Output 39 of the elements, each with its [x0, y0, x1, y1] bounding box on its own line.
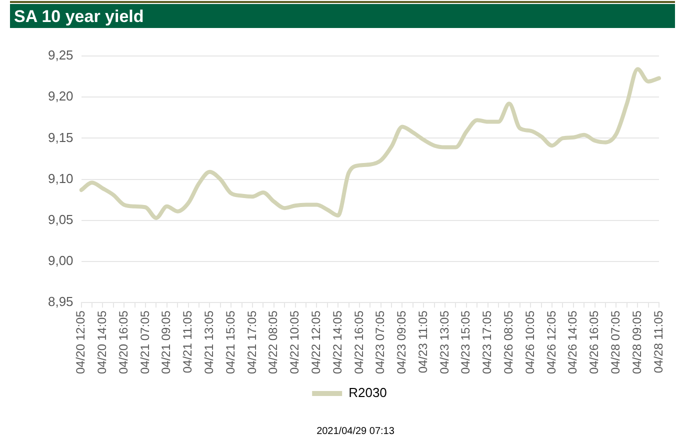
x-tick-label: 04/22 10:05	[288, 310, 302, 374]
x-tick-label: 04/21 07:05	[138, 310, 152, 374]
x-tick-label: 04/26 14:05	[566, 310, 580, 374]
x-tick-label: 04/21 17:05	[244, 310, 259, 374]
x-tick-label: 04/20 14:05	[95, 310, 110, 374]
y-tick-label: 9,05	[48, 212, 74, 227]
x-tick-label: 04/20 12:05	[74, 310, 88, 374]
y-tick-label: 9,15	[48, 130, 74, 145]
x-tick-label: 04/23 07:05	[373, 310, 388, 374]
x-tick-label: 04/26 08:05	[502, 310, 516, 374]
x-tick-label: 04/22 08:05	[266, 310, 280, 374]
line-series	[79, 67, 661, 220]
x-tick-label: 04/20 16:05	[116, 310, 130, 374]
x-tick-label: 04/26 10:05	[522, 310, 537, 374]
x-tick-label: 04/22 12:05	[308, 310, 323, 374]
y-tick-label: 9,10	[48, 170, 74, 186]
x-tick-label: 04/21 09:05	[159, 310, 174, 374]
y-tick-label: 9,25	[48, 48, 74, 63]
x-tick-label: 04/21 11:05	[180, 310, 195, 374]
x-tick-label: 04/23 15:05	[458, 310, 473, 374]
x-tick-label: 04/28 07:05	[608, 310, 623, 374]
y-tick-label: 8,95	[48, 294, 74, 310]
x-tick-label: 04/23 13:05	[437, 310, 452, 374]
x-tick-label: 04/22 14:05	[330, 310, 344, 374]
x-tick-label: 04/21 15:05	[223, 310, 238, 374]
x-tick-label: 04/23 17:05	[480, 310, 494, 374]
y-tick-label: 9,00	[48, 253, 74, 268]
x-tick-label: 04/28 11:05	[651, 310, 666, 374]
text: 2021/04/29 07:13	[316, 426, 396, 437]
x-tick-label: 04/28 09:05	[630, 310, 644, 374]
x-tick-label: 04/26 16:05	[587, 310, 602, 374]
x-tick-label: 04/26 12:05	[544, 310, 558, 374]
chart-title: SA 10 year yield	[10, 4, 675, 28]
x-tick-label: 04/21 13:05	[202, 310, 216, 374]
y-tick-label: 9,20	[48, 88, 74, 104]
legend-label: R2030	[348, 385, 387, 400]
x-tick-label: 04/23 09:05	[394, 310, 409, 374]
x-tick-label: 04/23 11:05	[416, 310, 430, 374]
x-tick-label: 04/22 16:05	[352, 310, 366, 374]
